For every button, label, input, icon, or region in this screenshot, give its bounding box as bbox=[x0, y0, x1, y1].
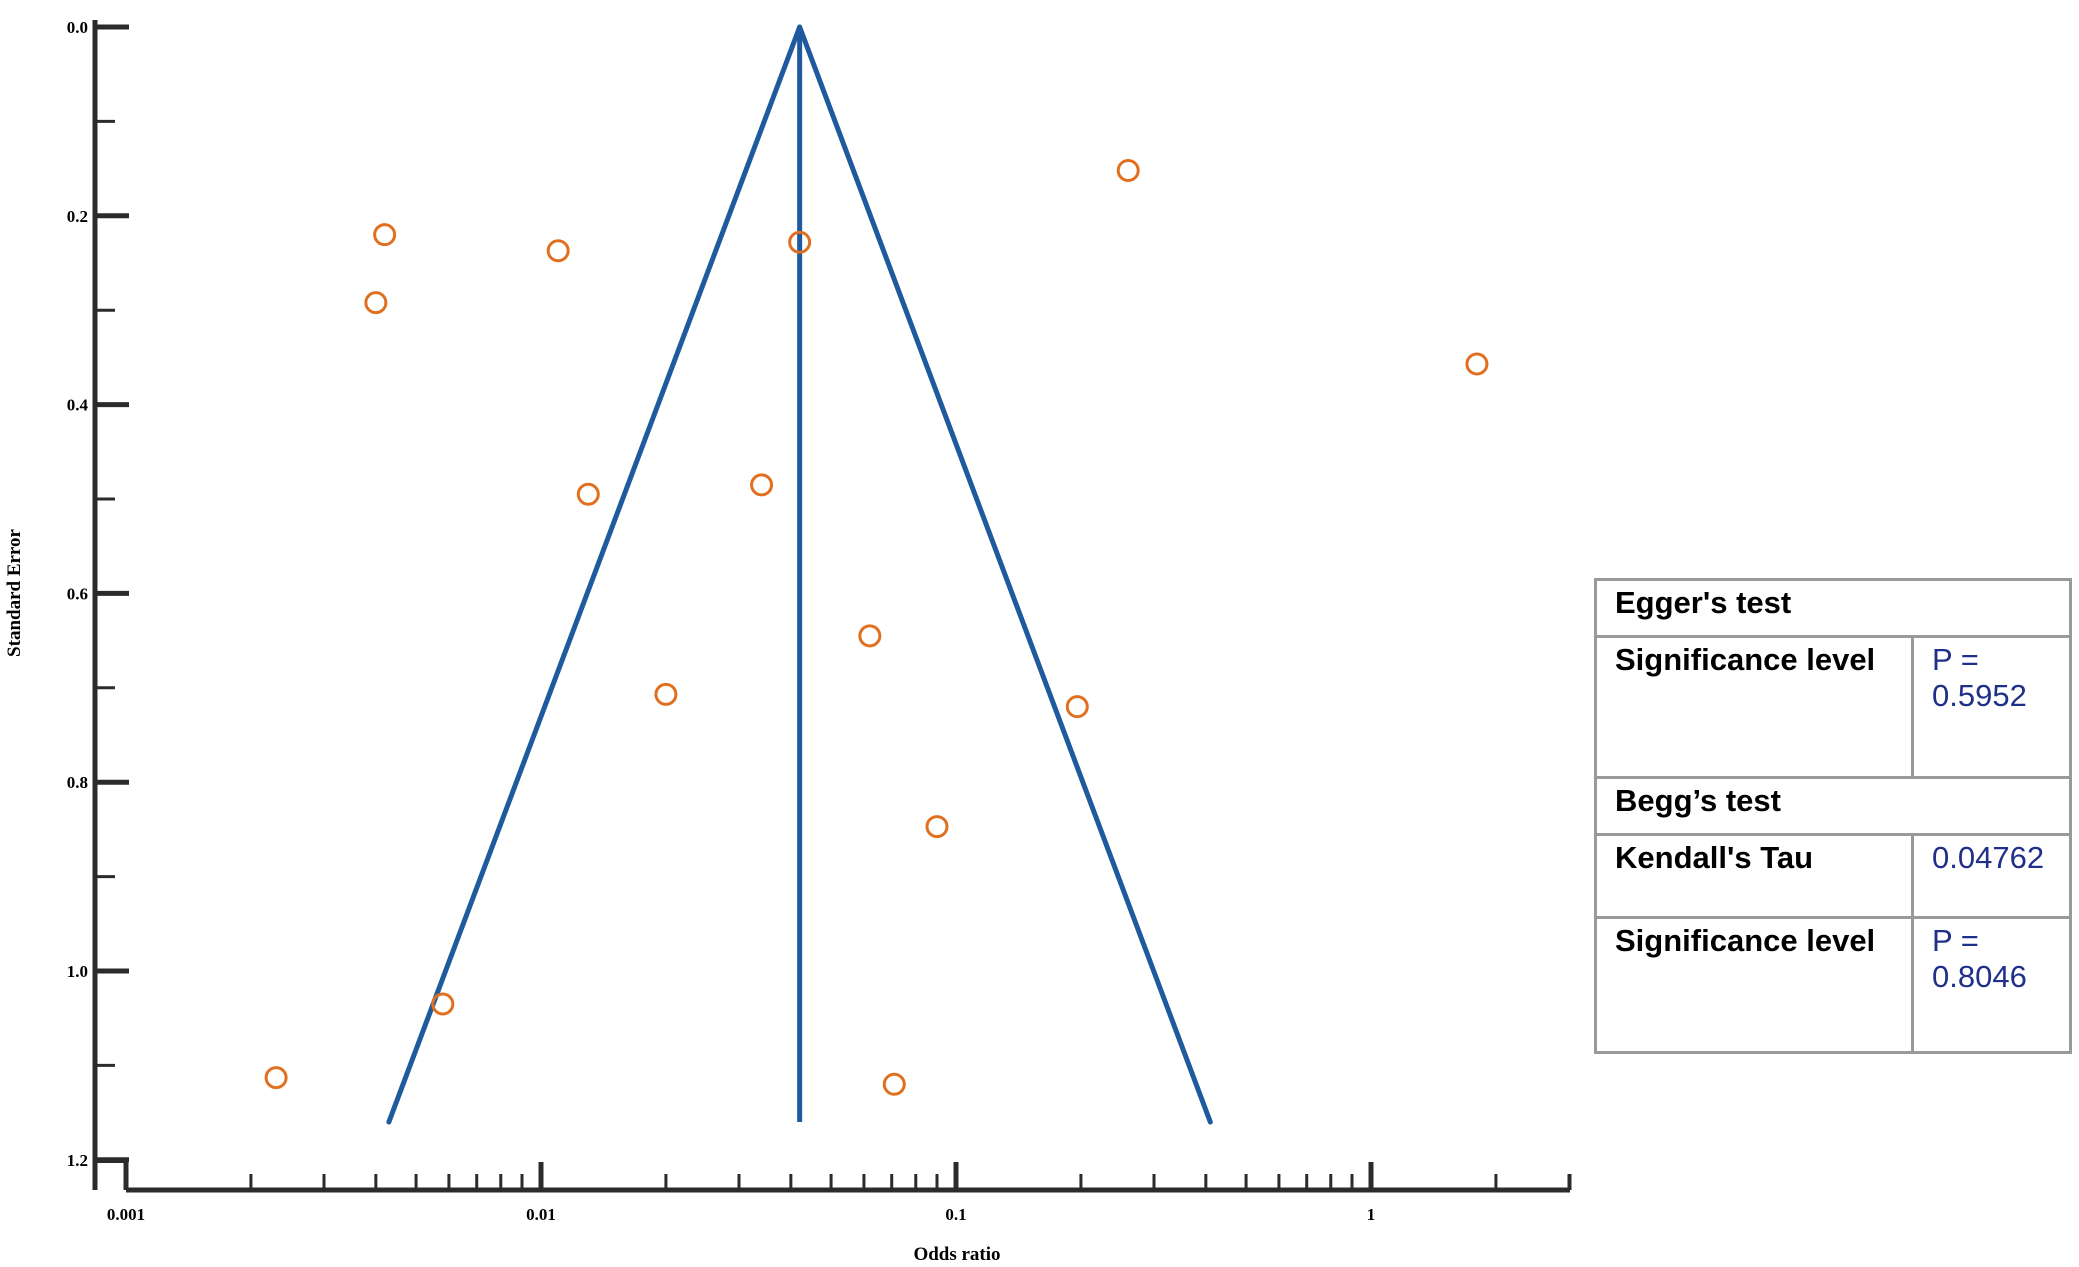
study-point bbox=[654, 682, 678, 706]
study-point bbox=[364, 291, 388, 315]
beggs-test-header: Begg’s test bbox=[1594, 776, 2072, 836]
kendall-tau-label: Kendall's Tau bbox=[1594, 833, 1914, 918]
x-tick-label: 0.001 bbox=[107, 1205, 145, 1224]
eggers-significance-value: P = 0.5952 bbox=[1911, 635, 2072, 779]
y-tick-label: 0.4 bbox=[67, 396, 89, 415]
beggs-significance-value: P = 0.8046 bbox=[1911, 916, 2072, 1054]
study-point bbox=[264, 1066, 288, 1090]
study-point bbox=[431, 992, 455, 1016]
publication-bias-table: Egger's test Significance level P = 0.595… bbox=[1594, 578, 2072, 1054]
eggers-test-header: Egger's test bbox=[1594, 578, 2072, 638]
y-axis-title: Standard Error bbox=[4, 528, 25, 656]
study-point bbox=[1465, 352, 1489, 376]
study-point bbox=[750, 473, 774, 497]
study-point bbox=[882, 1072, 906, 1096]
x-tick-label: 0.01 bbox=[526, 1205, 556, 1224]
data-points bbox=[264, 158, 1489, 1096]
y-tick-label: 1.0 bbox=[67, 962, 88, 981]
study-point bbox=[576, 482, 600, 506]
study-point bbox=[925, 815, 949, 839]
beggs-significance-label: Significance level bbox=[1594, 916, 1914, 1054]
beggs-p-prefix: P = bbox=[1932, 923, 1979, 958]
y-tick-label: 0.8 bbox=[67, 773, 88, 792]
eggers-significance-label: Significance level bbox=[1594, 635, 1914, 779]
study-point bbox=[788, 230, 812, 254]
x-tick-label: 1 bbox=[1367, 1205, 1376, 1224]
axes bbox=[92, 20, 1572, 1193]
funnel-right-boundary bbox=[797, 24, 1213, 1125]
eggers-p-number: 0.5952 bbox=[1932, 678, 2027, 713]
tick-labels: 0.0 0.2 0.4 0.6 0.8 1.0 1.2 0.001 0.01 0.1 1 bbox=[67, 18, 1376, 1224]
beggs-p-number: 0.8046 bbox=[1932, 959, 2027, 994]
funnel-left-boundary bbox=[386, 24, 803, 1125]
funnel-lines bbox=[386, 24, 1213, 1125]
kendall-tau-value: 0.04762 bbox=[1911, 833, 2072, 918]
study-point bbox=[373, 223, 397, 247]
study-point bbox=[1065, 695, 1089, 719]
x-tick-label: 0.1 bbox=[945, 1205, 966, 1224]
study-point bbox=[1116, 158, 1140, 182]
y-tick-label: 0.6 bbox=[67, 584, 88, 603]
x-axis-title: Odds ratio bbox=[913, 1244, 1000, 1265]
study-point bbox=[858, 624, 882, 648]
study-point bbox=[546, 239, 570, 263]
y-tick-label: 0.0 bbox=[67, 18, 88, 37]
y-tick-label: 1.2 bbox=[67, 1151, 88, 1170]
y-tick-label: 0.2 bbox=[67, 207, 88, 226]
eggers-p-prefix: P = bbox=[1932, 642, 1979, 677]
